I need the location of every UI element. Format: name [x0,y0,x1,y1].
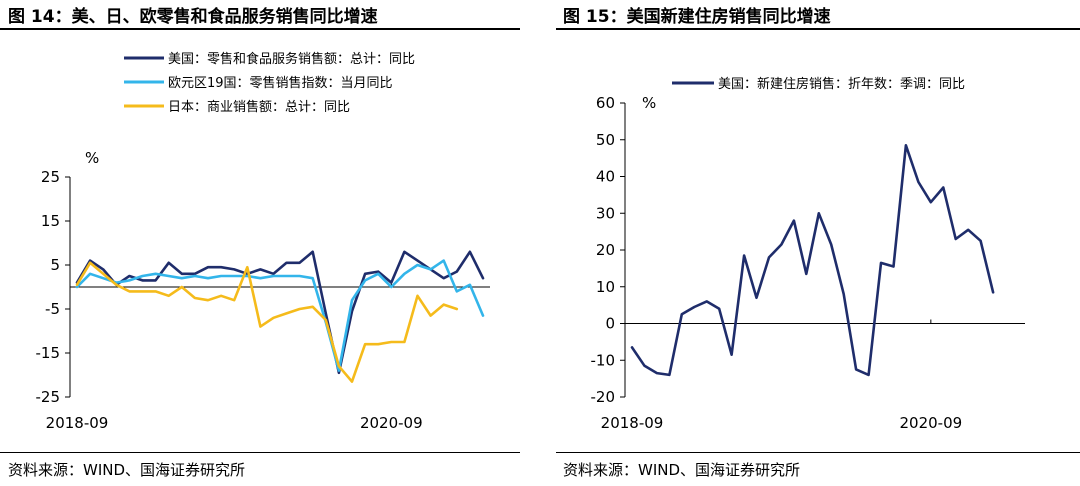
y-tick-label: 60 [596,94,615,112]
y-tick-label: 20 [596,241,615,259]
x-tick-label: 2020-09 [899,414,962,432]
y-tick-label: 10 [596,278,615,296]
y-tick-label: 25 [41,168,60,186]
series-line-1 [75,250,485,375]
left-footer-rule [0,452,520,453]
right-title-rule [556,28,1080,30]
x-tick-label: 2018-09 [601,414,664,432]
series-line-3 [75,261,459,383]
y-tick-label: 0 [605,315,615,333]
y-tick-label: 15 [41,212,60,230]
y-tick-label: 5 [50,256,60,274]
right-source-note: 资料来源：WIND、国海证券研究所 [563,461,801,479]
left-source-note: 资料来源：WIND、国海证券研究所 [8,461,246,479]
y-tick-label: 40 [596,168,615,186]
x-tick-label: 2018-09 [46,414,109,432]
legend-label-2: 欧元区19国：零售销售指数：当月同比 [168,75,393,91]
left-title-rule [0,28,520,30]
legend-label-1: 美国：零售和食品服务销售额：总计：同比 [168,51,415,67]
y-tick-label: 50 [596,131,615,149]
right-chart: 60 50 40 30 20 10 0 -10 -20% 2018-09 2020-09 美国：新建住… [591,76,1025,432]
series-line-2 [75,259,485,372]
y-tick-label: -20 [591,388,616,406]
right-chart-title: 图 15：美国新建住房销售同比增速 [563,7,831,27]
y-tick-label: -10 [591,351,616,369]
right-footer-rule [556,452,1080,453]
legend-label-3: 日本：商业销售额：总计：同比 [168,99,350,115]
left-chart: 25 15 5 -5 -15 -25% 2018-09 2020-09 美国：零售和食品服务销售… [36,51,490,432]
y-unit-label: % [642,94,656,112]
y-tick-label: -15 [36,344,61,362]
left-chart-title: 图 14：美、日、欧零售和食品服务销售同比增速 [8,7,378,27]
y-tick-label: -5 [45,300,60,318]
series-line-1 [630,144,995,377]
y-tick-label: 30 [596,204,615,222]
y-unit-label: % [85,149,99,167]
x-tick-label: 2020-09 [360,414,423,432]
legend-label-1: 美国：新建住房销售：折年数：季调：同比 [718,76,965,92]
y-tick-label: -25 [36,388,61,406]
